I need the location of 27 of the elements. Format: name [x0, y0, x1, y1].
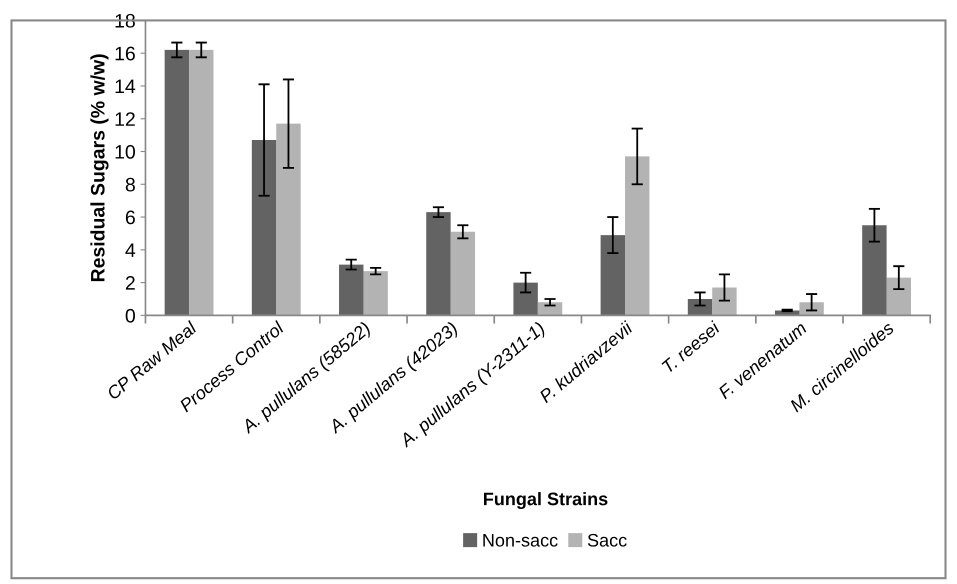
bar: [189, 50, 214, 316]
bar: [886, 278, 912, 316]
legend-label: Non-sacc: [483, 534, 558, 547]
y-tick-label: 12: [116, 112, 135, 126]
bar: [363, 271, 388, 316]
bar: [450, 232, 476, 316]
bar: [600, 235, 626, 316]
x-axis-title: Fungal Strains: [484, 492, 608, 509]
y-tick-label: 10: [116, 144, 135, 159]
y-tick-label: 6: [126, 210, 135, 224]
legend-label: Sacc: [588, 534, 627, 547]
y-tick-label: 16: [116, 46, 135, 60]
bar: [339, 264, 364, 316]
y-tick-label: 14: [116, 80, 136, 94]
bar: [513, 282, 538, 316]
bar: [625, 156, 650, 316]
y-tick-label: 8: [126, 178, 135, 192]
y-tick-label: 4: [125, 243, 136, 257]
bar: [252, 140, 276, 316]
bar: [164, 50, 190, 316]
y-axis-title: Residual Sugars (% w/w): [90, 54, 109, 282]
bar: [426, 212, 451, 316]
bar: [862, 225, 887, 316]
bar: [276, 124, 301, 316]
y-tick-label: 2: [126, 276, 135, 290]
bar: [712, 288, 737, 316]
y-tick-label: 0: [126, 308, 135, 323]
